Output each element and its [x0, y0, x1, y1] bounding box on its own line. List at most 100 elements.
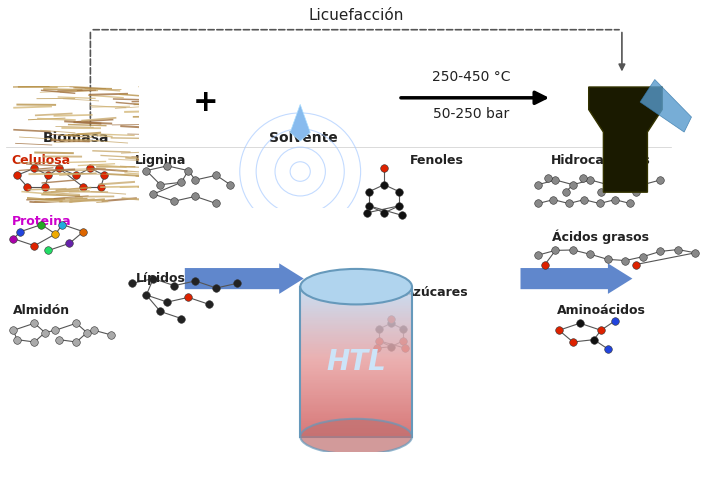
Point [11, 336, 23, 344]
Point [71, 319, 82, 327]
Text: Lípidos: Lípidos [136, 272, 185, 285]
Point [547, 196, 559, 204]
Text: Lignina: Lignina [135, 154, 186, 167]
Point [182, 294, 194, 301]
Point [393, 188, 405, 195]
Point [371, 344, 383, 352]
Point [602, 255, 613, 263]
Point [64, 240, 75, 247]
Point [211, 171, 222, 179]
Point [88, 326, 99, 334]
Text: Proteina: Proteina [11, 215, 71, 228]
Point [71, 338, 82, 346]
Point [609, 317, 621, 324]
Point [148, 190, 159, 198]
Point [126, 279, 138, 287]
Point [532, 200, 544, 207]
Point [400, 344, 411, 352]
Point [378, 181, 390, 189]
Point [53, 165, 65, 172]
Point [550, 247, 561, 254]
Point [630, 188, 642, 195]
Point [8, 326, 19, 334]
Point [373, 337, 385, 345]
Text: Almidón: Almidón [13, 304, 70, 317]
Point [398, 325, 409, 333]
Point [224, 181, 236, 189]
FancyArrow shape [520, 264, 633, 294]
Point [364, 188, 375, 195]
Point [211, 200, 222, 207]
Point [211, 284, 222, 292]
Point [15, 228, 26, 236]
Point [567, 246, 579, 254]
Point [540, 261, 551, 268]
Point [162, 298, 173, 306]
Point [53, 336, 65, 344]
Point [553, 326, 564, 334]
Text: +: + [193, 88, 219, 117]
Point [398, 337, 409, 345]
Point [378, 209, 390, 216]
Point [50, 230, 61, 238]
Point [620, 176, 631, 184]
Point [155, 308, 166, 315]
Point [77, 183, 89, 191]
Point [532, 181, 544, 189]
Point [560, 188, 572, 195]
Point [672, 246, 684, 253]
Point [630, 261, 642, 268]
Point [22, 183, 33, 191]
Text: Aminoácidos: Aminoácidos [557, 304, 645, 317]
Point [595, 326, 606, 334]
Point [594, 200, 605, 207]
Point [625, 200, 636, 207]
Point [550, 176, 561, 184]
Point [162, 162, 173, 170]
Point [57, 221, 68, 228]
Point [141, 167, 152, 174]
Point [84, 165, 96, 172]
Point [393, 202, 405, 210]
Point [106, 331, 117, 339]
Point [190, 277, 201, 285]
Text: Hidrocarburos: Hidrocarburos [551, 154, 651, 167]
Text: Ácidos grasos: Ácidos grasos [552, 229, 650, 244]
Point [175, 315, 187, 323]
Point [39, 329, 50, 336]
Point [637, 181, 648, 189]
Point [43, 247, 54, 254]
Text: Licuefacción: Licuefacción [308, 8, 404, 23]
Point [589, 336, 600, 344]
Point [585, 251, 596, 258]
Point [567, 338, 579, 346]
Point [81, 329, 92, 336]
Text: Biomasa: Biomasa [43, 131, 109, 144]
Point [637, 253, 648, 261]
Point [373, 325, 385, 333]
FancyArrow shape [185, 264, 304, 294]
Point [574, 319, 586, 327]
Point [182, 167, 194, 174]
Point [585, 176, 596, 184]
Point [50, 326, 61, 334]
Point [620, 257, 631, 264]
Point [8, 235, 19, 242]
Point [99, 171, 110, 179]
Point [39, 183, 50, 191]
Text: 250-450 °C: 250-450 °C [432, 70, 510, 84]
Point [595, 188, 606, 195]
Point [29, 338, 40, 346]
Point [563, 200, 574, 207]
Point [396, 211, 408, 219]
Point [609, 196, 621, 204]
Point [29, 242, 40, 250]
Point [378, 165, 390, 172]
Text: 50-250 bar: 50-250 bar [433, 107, 510, 121]
Point [95, 183, 106, 191]
Point [190, 192, 201, 200]
Text: Solvente: Solvente [269, 131, 338, 144]
Text: Azúcares: Azúcares [405, 286, 469, 299]
Point [579, 196, 590, 204]
Point [578, 174, 589, 181]
